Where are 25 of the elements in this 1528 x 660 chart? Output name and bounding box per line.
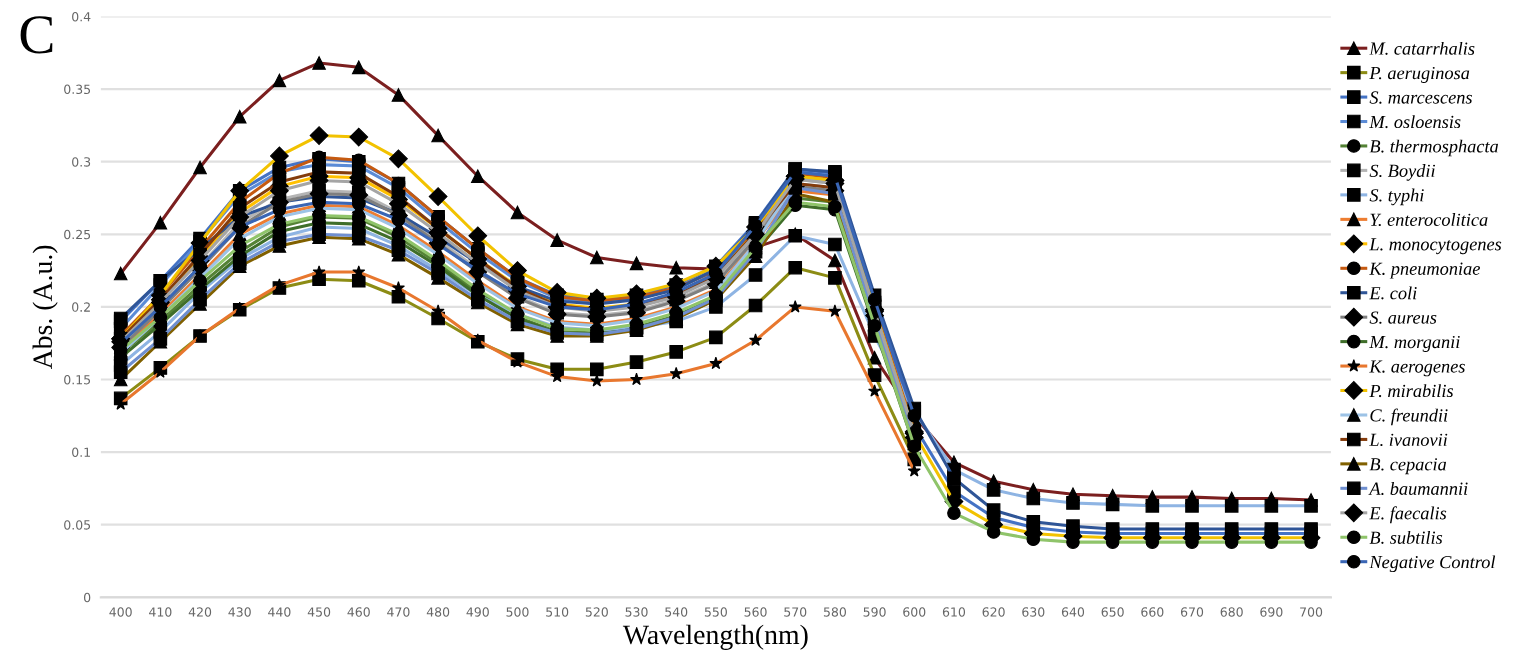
legend-label: E. coli: [1369, 286, 1417, 300]
legend-label: B. subtilis: [1369, 530, 1443, 544]
legend-label: A. baumannii: [1368, 482, 1468, 495]
legend-label: M. osloensis: [1369, 115, 1461, 129]
legend-label: Negative Control: [1369, 555, 1496, 573]
legend-label: K. aerogenes: [1369, 360, 1465, 377]
legend-label: L. monocytogenes: [1369, 238, 1502, 255]
chart-title: C: [20, 16, 53, 54]
legend-label: B. thermosphacta: [1369, 139, 1499, 157]
legend-label: E. faecalis: [1369, 506, 1447, 524]
legend-label: P. mirabilis: [1369, 384, 1454, 398]
legend-label: S. Boydii: [1369, 164, 1436, 181]
legend-label: M. morganii: [1369, 335, 1460, 352]
legend-label: M. catarrhalis: [1369, 41, 1475, 55]
legend-label: L. ivanovii: [1369, 433, 1448, 447]
legend-label: S. marcescens: [1369, 91, 1472, 104]
x-axis-title: Wavelength(nm): [622, 624, 808, 650]
legend-label: C. freundii: [1370, 408, 1448, 426]
legend-label: S. typhi: [1369, 188, 1424, 206]
legend-label: B. cepacia: [1369, 458, 1447, 475]
y-axis-title: Abs. (A.u.): [32, 245, 58, 370]
legend-label: S. aureus: [1369, 311, 1437, 324]
legend-label: Y. enterocolitica: [1370, 213, 1488, 227]
legend-label: P. aeruginosa: [1369, 66, 1470, 83]
legend-label: K. pneumoniae: [1369, 262, 1480, 279]
